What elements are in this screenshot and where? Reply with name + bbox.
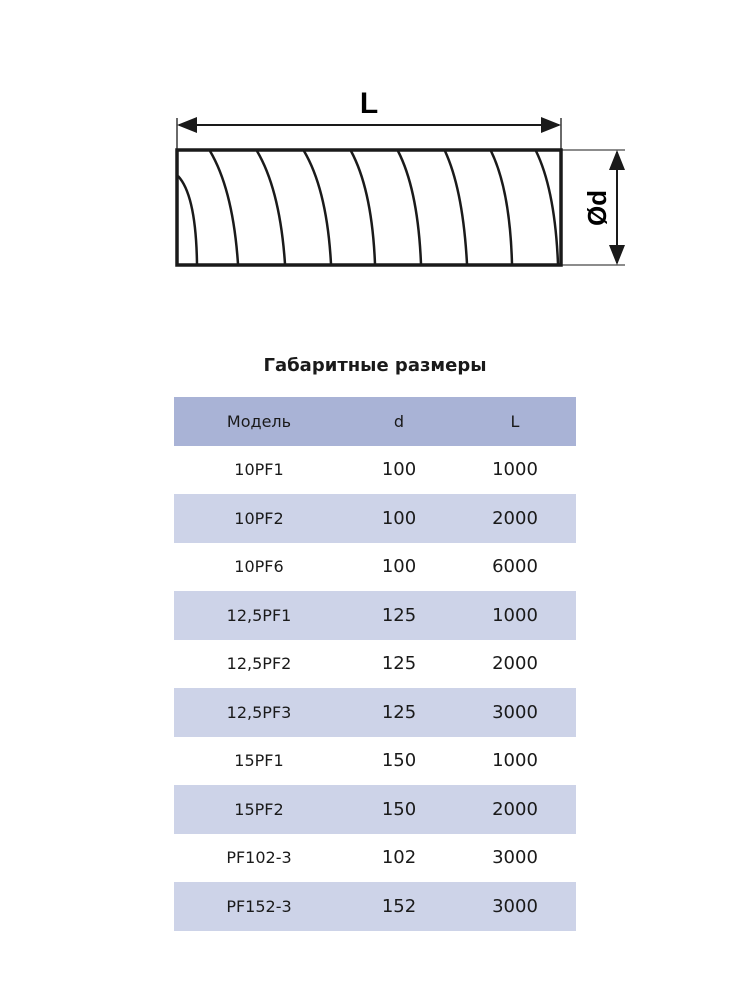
cell-model: 10PF1 <box>234 460 284 480</box>
header-model: Модель <box>174 397 344 446</box>
cell-d: 102 <box>381 847 417 869</box>
cell-d: 125 <box>381 653 417 675</box>
cell-d: 125 <box>344 688 454 737</box>
table-row: PF152-3 152 3000 <box>174 882 576 931</box>
cell-l: 1000 <box>492 750 538 772</box>
table-header-row: Модель d L <box>174 397 576 446</box>
table-row: 12,5PF1 125 1000 <box>174 591 576 640</box>
table-row: 10PF1 100 1000 <box>174 446 576 495</box>
cell-l: 2000 <box>454 785 576 834</box>
table-row: 15PF2 150 2000 <box>174 785 576 834</box>
cell-l: 6000 <box>492 556 538 578</box>
cell-d: 125 <box>344 591 454 640</box>
cell-d: 152 <box>344 882 454 931</box>
table-row: 12,5PF2 125 2000 <box>174 640 576 689</box>
cell-l: 3000 <box>454 688 576 737</box>
table-row: 10PF6 100 6000 <box>174 543 576 592</box>
cell-l: 3000 <box>492 847 538 869</box>
cell-model: PF102-3 <box>226 848 292 868</box>
cell-model: 10PF2 <box>174 494 344 543</box>
cell-d: 100 <box>344 494 454 543</box>
diameter-label: Ød <box>582 190 612 226</box>
cell-d: 100 <box>381 459 417 481</box>
table-row: 12,5PF3 125 3000 <box>174 688 576 737</box>
cell-model: 12,5PF2 <box>226 654 292 674</box>
diameter-dimension <box>561 149 625 266</box>
cell-model: PF152-3 <box>174 882 344 931</box>
cell-d: 100 <box>381 556 417 578</box>
length-label: L <box>360 87 378 120</box>
cell-model: 12,5PF1 <box>174 591 344 640</box>
cell-l: 3000 <box>454 882 576 931</box>
dimensions-table: Модель d L 10PF1 100 1000 10PF2 100 2000 10PF6… <box>174 397 576 931</box>
table-title: Габаритные размеры <box>263 355 487 376</box>
table-row: 15PF1 150 1000 <box>174 737 576 786</box>
cell-d: 150 <box>381 750 417 772</box>
cell-model: 15PF1 <box>234 751 284 771</box>
cell-l: 2000 <box>492 653 538 675</box>
table-row: 10PF2 100 2000 <box>174 494 576 543</box>
cell-model: 15PF2 <box>174 785 344 834</box>
cell-l: 1000 <box>492 459 538 481</box>
header-l: L <box>454 397 576 446</box>
flexible-duct <box>175 148 563 267</box>
length-dimension <box>176 117 562 150</box>
cell-d: 150 <box>344 785 454 834</box>
header-d: d <box>344 397 454 446</box>
cell-model: 12,5PF3 <box>174 688 344 737</box>
table-row: PF102-3 102 3000 <box>174 834 576 883</box>
duct-dimension-drawing: L Ød <box>175 87 625 267</box>
cell-l: 2000 <box>454 494 576 543</box>
cell-l: 1000 <box>454 591 576 640</box>
cell-model: 10PF6 <box>234 557 284 577</box>
